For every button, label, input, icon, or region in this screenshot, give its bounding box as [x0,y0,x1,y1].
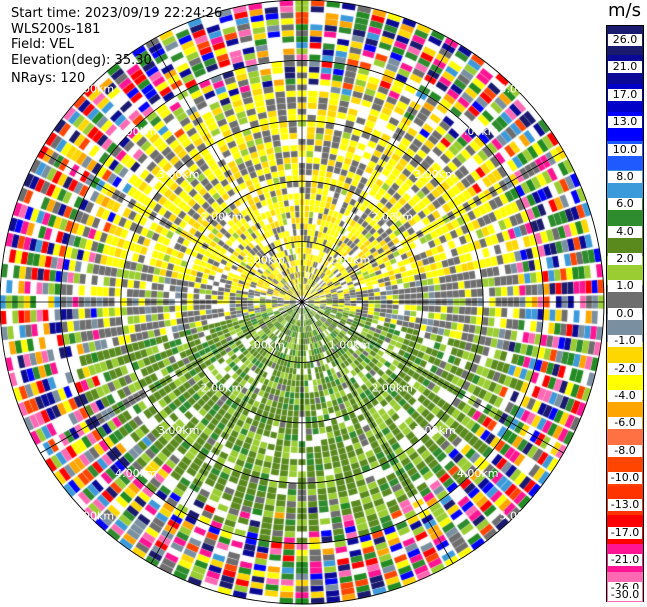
colorbar-tick-label: -2.0 [608,362,642,375]
colorbar: 26.0 21.0 17.0 13.0 10.0 8.0 6.0 4.0 2.0 1.0 0.0 -1… [606,25,644,602]
ring-label-4km: 4.00km [115,467,157,480]
ring-label-1km: 1.00km [243,339,285,352]
colorbar-tick-label: -13.0 [608,499,642,512]
colorbar-tick-label: -17.0 [608,526,642,539]
ring-label-2km: 2.00km [201,211,243,224]
ring-label-3km: 3.00km [414,168,456,181]
colorbar-tick-label: 2.0 [608,253,642,266]
field-label: Field: VEL [11,37,74,52]
ring-label-2km: 2.00km [201,381,243,394]
start-time-label: Start time: 2023/09/19 22:24:26 [11,6,223,21]
colorbar-tick-label: -4.0 [608,389,642,402]
colorbar-tick-label: -10.0 [608,472,642,485]
ring-label-1km: 1.00km [329,253,371,266]
colorbar-tick-label: -30.0 [608,589,642,601]
azimuth-spoke-30 [301,40,454,303]
colorbar-tick-label: 13.0 [608,116,642,129]
azimuth-spoke-300 [40,150,303,303]
colorbar-title: m/s [608,0,641,21]
ring-label-3km: 3.00km [414,424,456,437]
colorbar-tick-label: 8.0 [608,170,642,183]
colorbar-tick-label: 10.0 [608,143,642,156]
colorbar-tick-label: 0.0 [608,307,642,320]
nrays-label: NRays: 120 [11,71,86,86]
elevation-label: Elevation(deg): 35.30 [11,53,152,68]
ppi-grid-overlay: 1.00km 1.00km 1.00km 1.00km 2.00km 2.00km 2.00… [0,0,605,605]
azimuth-spoke-120 [301,301,564,454]
ring-label-3km: 3.00km [158,168,200,181]
colorbar-tick-label: 21.0 [608,61,642,74]
ring-label-5km: 5.00km [500,82,542,95]
ring-label-2km: 2.00km [371,381,413,394]
azimuth-spoke-210 [150,301,303,564]
instrument-label: WLS200s-181 [11,22,101,37]
colorbar-tick-label: -6.0 [608,417,642,430]
colorbar-tick-label: 6.0 [608,198,642,211]
azimuth-spoke-240 [40,301,303,454]
ring-label-5km: 5.00km [72,510,114,523]
ring-label-1km: 1.00km [329,339,371,352]
ring-label-1km: 1.00km [243,253,285,266]
colorbar-tick-label: -1.0 [608,335,642,348]
ring-label-4km: 4.00km [115,125,157,138]
azimuth-spoke-60 [301,150,564,303]
azimuth-spoke-150 [301,301,454,564]
colorbar-tick-label: -8.0 [608,444,642,457]
colorbar-tick-label: 17.0 [608,88,642,101]
colorbar-tick-label: 1.0 [608,280,642,293]
colorbar-tick-label: 4.0 [608,225,642,238]
ring-label-4km: 4.00km [457,125,499,138]
ring-label-3km: 3.00km [158,424,200,437]
colorbar-tick-label: 26.0 [608,34,642,46]
ring-label-4km: 4.00km [457,467,499,480]
azimuth-spoke-330 [150,40,303,303]
ring-label-2km: 2.00km [371,211,413,224]
colorbar-tick-label: -21.0 [608,554,642,567]
ring-label-5km: 5.00km [500,510,542,523]
ring-label-5km: 5.00km [72,82,114,95]
